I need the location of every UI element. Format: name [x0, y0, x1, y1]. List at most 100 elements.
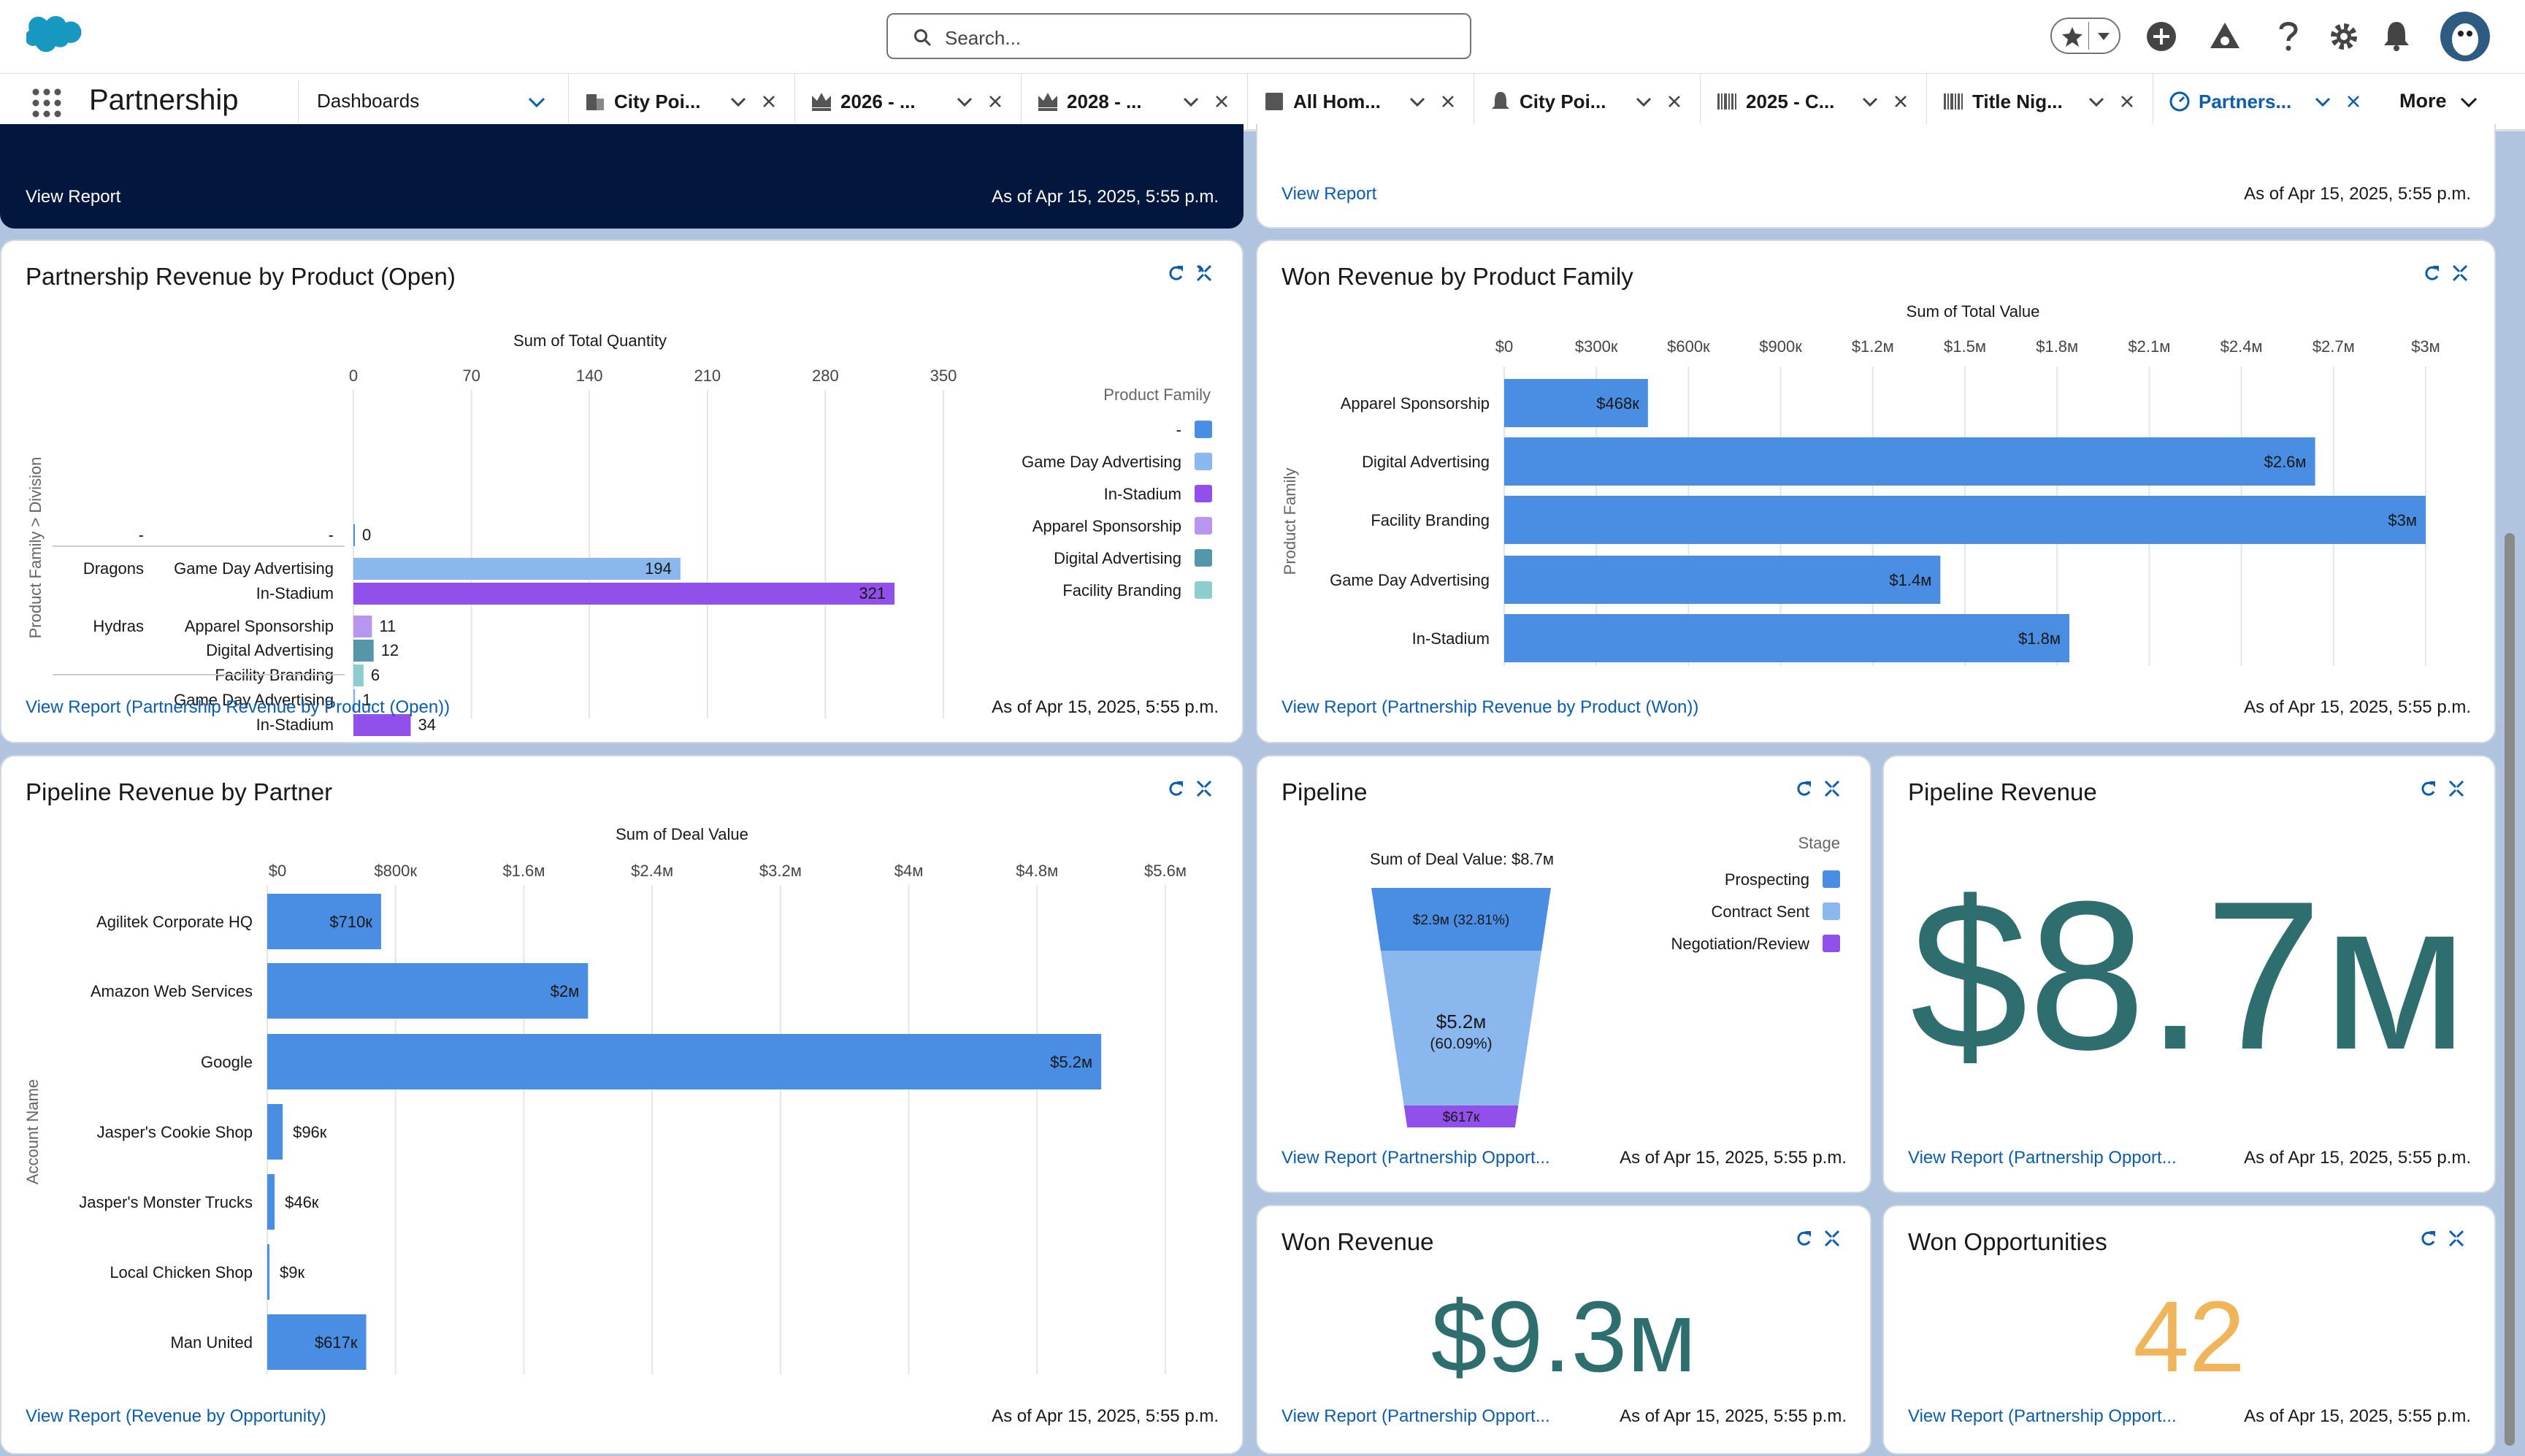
- view-report-link[interactable]: View Report: [26, 187, 121, 207]
- close-icon[interactable]: [2120, 94, 2134, 109]
- close-icon[interactable]: [762, 94, 776, 109]
- expand-icon[interactable]: [1196, 780, 1212, 797]
- nav-tab-6[interactable]: Title Nig...: [1926, 74, 2153, 131]
- category-label: In-Stadium: [256, 716, 334, 734]
- close-icon[interactable]: [988, 94, 1003, 109]
- salesforce-logo-icon[interactable]: [26, 16, 86, 57]
- nav-tab-4[interactable]: City Poi...: [1474, 74, 1700, 131]
- category-label: Agilitek Corporate HQ: [96, 913, 253, 931]
- chevron-down-icon[interactable]: [2088, 96, 2105, 109]
- close-icon[interactable]: [1893, 94, 1908, 109]
- view-report-link[interactable]: View Report (Partnership Revenue by Prod…: [26, 697, 451, 717]
- legend-entry: Negotiation/Review: [1671, 935, 1809, 953]
- card-actions: [2425, 264, 2468, 282]
- view-report-link[interactable]: View Report: [1281, 184, 1377, 204]
- nav-tab-1[interactable]: 2026 - ...: [794, 74, 1021, 131]
- view-report-link[interactable]: View Report (Partnership Opport...: [1908, 1148, 2177, 1168]
- add-icon[interactable]: [2145, 20, 2177, 53]
- x-tick-label: $300к: [1575, 337, 1618, 356]
- chart-card-pipeline: Pipeline Sum of Deal Value: $8.7м $2.9м (…: [1256, 755, 1871, 1193]
- more-tabs-button[interactable]: More: [2399, 90, 2478, 112]
- view-report-link[interactable]: View Report (Partnership Opport...: [1908, 1406, 2177, 1426]
- favorites-button[interactable]: [2050, 18, 2120, 54]
- data-label: $710к: [329, 913, 372, 931]
- bar: [1504, 379, 1648, 427]
- chevron-down-icon[interactable]: [1409, 96, 1426, 109]
- nav-tab-3[interactable]: All Hom...: [1247, 74, 1474, 131]
- global-header: Search...: [0, 0, 2525, 74]
- card-title: Won Opportunities: [1908, 1228, 2107, 1255]
- as-of-timestamp: As of Apr 15, 2025, 5:55 p.m.: [1620, 1148, 1847, 1168]
- nav-tab-0[interactable]: City Poi...: [568, 74, 794, 131]
- bar: [1504, 437, 2315, 486]
- legend-entry: -: [1176, 421, 1181, 439]
- nav-tab-5[interactable]: 2025 - C...: [1700, 74, 1926, 131]
- refresh-icon[interactable]: [1797, 1231, 1811, 1246]
- legend-title: Stage: [1798, 834, 1841, 852]
- expand-icon[interactable]: [2448, 780, 2464, 797]
- view-report-link[interactable]: View Report (Partnership Opport...: [1281, 1406, 1550, 1426]
- chevron-down-icon[interactable]: [729, 96, 747, 109]
- x-tick-label: $0: [269, 862, 286, 880]
- close-icon[interactable]: [1441, 94, 1455, 109]
- expand-icon[interactable]: [1196, 264, 1212, 282]
- refresh-icon[interactable]: [1169, 266, 1183, 280]
- data-label: 0: [362, 526, 371, 544]
- x-tick-label: 210: [694, 367, 721, 385]
- chevron-down-icon[interactable]: [1635, 96, 1652, 109]
- expand-icon[interactable]: [1824, 1230, 1840, 1247]
- bar: [267, 1174, 275, 1230]
- page-scrollbar[interactable]: [2505, 533, 2515, 1446]
- view-report-link[interactable]: View Report (Partnership Revenue by Prod…: [1281, 697, 1699, 717]
- bell-icon: [1492, 92, 1509, 109]
- data-label: $9к: [280, 1263, 304, 1281]
- gear-icon[interactable]: [2328, 20, 2360, 53]
- close-icon[interactable]: [1214, 94, 1229, 109]
- chevron-down-icon[interactable]: [1182, 96, 1200, 109]
- app-launcher-icon[interactable]: [31, 87, 63, 119]
- x-tick-label: $5.6м: [1144, 862, 1187, 880]
- legend-entry: Game Day Advertising: [1022, 453, 1181, 471]
- card-actions: [1169, 780, 1212, 797]
- refresh-icon[interactable]: [1169, 781, 1183, 796]
- global-search-input[interactable]: Search...: [886, 13, 1471, 59]
- nav-tab-7[interactable]: Partners...: [2153, 74, 2372, 131]
- refresh-icon[interactable]: [2421, 1231, 2435, 1246]
- view-report-link[interactable]: View Report (Partnership Opport...: [1281, 1148, 1550, 1168]
- bell-icon[interactable]: [2382, 19, 2411, 53]
- nav-tab-2[interactable]: 2028 - ...: [1021, 74, 1247, 131]
- data-label: 321: [859, 584, 886, 602]
- category-label: Game Day Advertising: [174, 691, 334, 709]
- help-icon[interactable]: [2275, 19, 2302, 54]
- bar: [353, 583, 895, 605]
- expand-icon[interactable]: [2448, 1230, 2464, 1247]
- expand-icon[interactable]: [2452, 264, 2468, 282]
- tab-label: All Hom...: [1293, 91, 1381, 112]
- chevron-down-icon[interactable]: [956, 96, 973, 109]
- data-label: $617к: [315, 1333, 358, 1352]
- x-axis-title: Sum of Total Value: [1907, 302, 2040, 321]
- avatar[interactable]: [2439, 10, 2491, 63]
- refresh-icon[interactable]: [1797, 781, 1811, 796]
- trailhead-icon[interactable]: [2208, 20, 2242, 53]
- close-icon[interactable]: [2346, 94, 2361, 109]
- x-tick-label: $600к: [1667, 337, 1710, 356]
- x-tick-label: 350: [930, 367, 957, 385]
- chevron-down-icon[interactable]: [2314, 96, 2331, 109]
- nav-item-dashboards[interactable]: Dashboards: [317, 90, 420, 112]
- close-icon[interactable]: [1667, 94, 1682, 109]
- pipeline-funnel-chart: Sum of Deal Value: $8.7м $2.9м (32.81%) $5…: [1370, 834, 1841, 1127]
- caret-down-icon[interactable]: [2096, 31, 2112, 42]
- chevron-down-icon[interactable]: [1861, 96, 1879, 109]
- view-report-link[interactable]: View Report (Revenue by Opportunity): [26, 1406, 326, 1426]
- category-label: Google: [201, 1053, 253, 1071]
- chevron-down-icon[interactable]: [527, 96, 546, 109]
- expand-icon[interactable]: [1824, 780, 1840, 797]
- tab-label: 2026 - ...: [840, 91, 916, 112]
- x-tick-label: $1.5м: [1944, 337, 1986, 356]
- refresh-icon[interactable]: [2425, 266, 2439, 280]
- refresh-icon[interactable]: [2421, 781, 2435, 796]
- legend-swatch: [1195, 453, 1212, 470]
- category-label: In-Stadium: [1412, 629, 1490, 648]
- tab-label: Title Nig...: [1972, 91, 2063, 112]
